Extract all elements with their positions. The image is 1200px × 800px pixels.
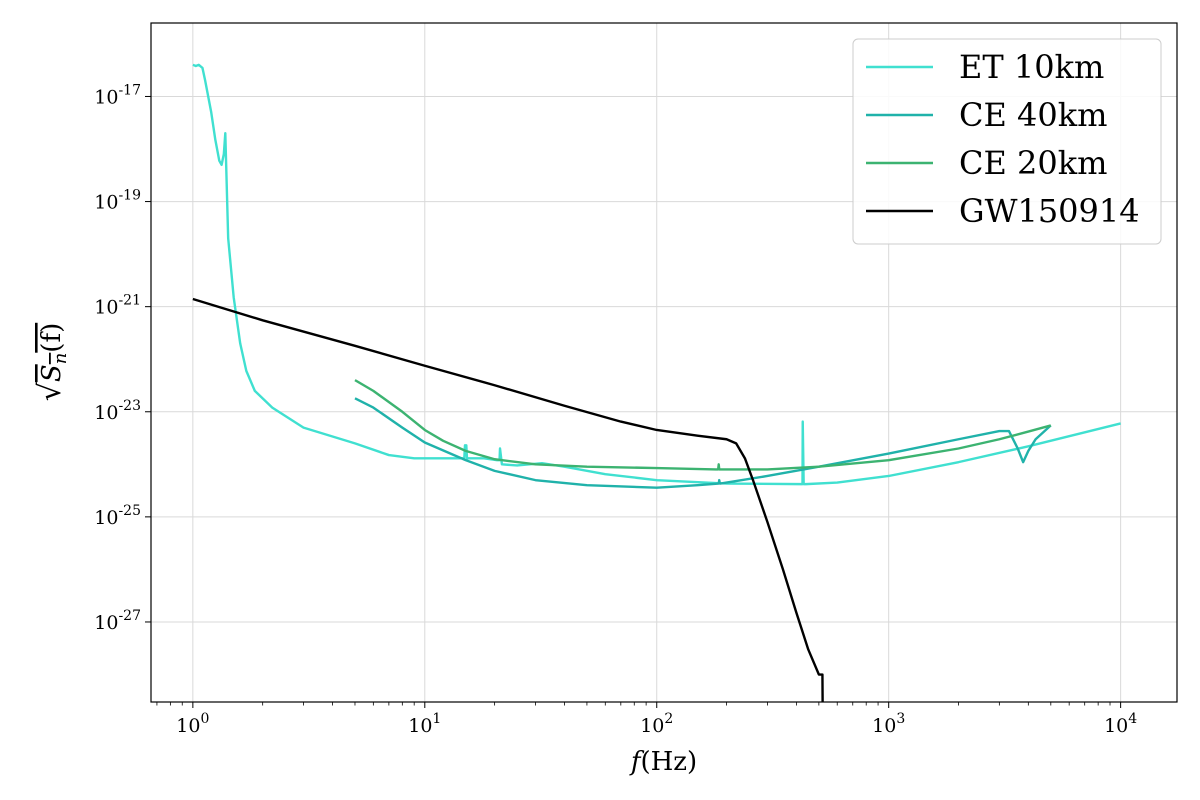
legend: ET 10km CE 40km CE 20km GW150914	[852, 38, 1162, 245]
x-tick-label: 102	[640, 711, 673, 737]
minor-ticks	[156, 702, 1111, 706]
x-tick-label: 104	[1104, 711, 1137, 737]
series-line-ce-40km	[354, 397, 1052, 489]
x-axis-label: f(Hz)	[629, 747, 697, 777]
legend-label: CE 20km	[959, 144, 1107, 182]
series-line-et-10km	[192, 63, 1121, 486]
legend-label: CE 40km	[959, 96, 1107, 134]
y-tick-label: 10-27	[94, 608, 141, 634]
y-tick-label: 10-23	[94, 398, 141, 424]
y-tick-label: 10-25	[94, 503, 141, 529]
y-tick-label: 10-17	[94, 82, 141, 108]
grid	[151, 23, 1177, 702]
series-line-gw150914	[192, 297, 824, 702]
ticks: 100 101 102 103 104 10-17 10-19 10-21 10-23 10-25…	[94, 82, 1137, 737]
x-tick-label: 103	[872, 711, 905, 737]
x-tick-label: 100	[176, 711, 209, 737]
axis-labels: f(Hz) √Sn(f)	[33, 323, 697, 777]
y-tick-label: 10-21	[94, 293, 141, 319]
legend-box	[852, 38, 1162, 245]
y-tick-label: 10-19	[94, 188, 141, 214]
series-line-ce-20km	[354, 379, 1052, 471]
y-axis-label: √Sn(f)	[33, 323, 71, 401]
x-tick-label: 101	[408, 711, 441, 737]
legend-label: GW150914	[959, 192, 1140, 230]
series-layer	[192, 63, 1121, 702]
legend-label: ET 10km	[959, 48, 1104, 86]
plot-frame	[150, 22, 1178, 703]
